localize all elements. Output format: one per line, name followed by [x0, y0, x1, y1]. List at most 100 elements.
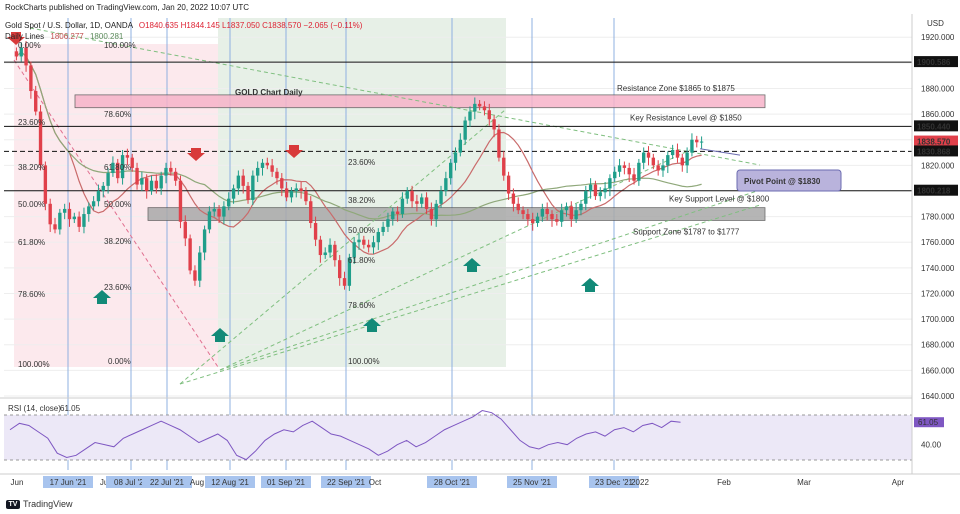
candle-body[interactable] — [410, 190, 414, 202]
candle-body[interactable] — [62, 208, 67, 213]
candle-body[interactable] — [424, 197, 429, 209]
candle-body[interactable] — [251, 175, 255, 200]
candle-body[interactable] — [309, 201, 313, 224]
candle-body[interactable] — [675, 149, 680, 158]
candle-body[interactable] — [231, 188, 236, 199]
candle-body[interactable] — [130, 157, 134, 168]
candle-body[interactable] — [603, 188, 607, 193]
candle-body[interactable] — [448, 162, 453, 179]
candle-body[interactable] — [550, 214, 554, 220]
candle-body[interactable] — [453, 152, 458, 163]
candle-body[interactable] — [386, 219, 390, 227]
candle-body[interactable] — [222, 206, 226, 217]
candle-body[interactable] — [521, 210, 525, 215]
candle-body[interactable] — [145, 178, 149, 191]
indicator-name[interactable]: Daily Lines — [5, 32, 45, 41]
candle-body[interactable] — [511, 193, 516, 204]
candle-body[interactable] — [352, 242, 356, 258]
candle-body[interactable] — [198, 252, 202, 281]
candle-body[interactable] — [82, 214, 86, 227]
candle-body[interactable] — [588, 184, 593, 191]
candle-body[interactable] — [29, 65, 33, 92]
candle-body[interactable] — [96, 190, 101, 202]
candle-body[interactable] — [695, 139, 699, 143]
candle-body[interactable] — [613, 171, 617, 179]
candle-body[interactable] — [680, 157, 684, 166]
candle-body[interactable] — [497, 129, 501, 158]
candle-body[interactable] — [111, 162, 115, 174]
candle-body[interactable] — [299, 188, 303, 191]
candle-body[interactable] — [463, 120, 467, 140]
candle-body[interactable] — [641, 152, 646, 163]
candle-body[interactable] — [627, 167, 631, 175]
candle-body[interactable] — [338, 260, 342, 279]
candle-body[interactable] — [207, 211, 212, 230]
candle-body[interactable] — [502, 157, 506, 176]
candle-body[interactable] — [328, 244, 332, 253]
candle-body[interactable] — [149, 180, 154, 191]
candle-body[interactable] — [526, 214, 530, 220]
candle-body[interactable] — [202, 229, 207, 253]
candle-body[interactable] — [188, 238, 192, 271]
candle-body[interactable] — [265, 162, 270, 166]
candle-body[interactable] — [545, 208, 549, 215]
candle-body[interactable] — [183, 221, 187, 239]
candle-body[interactable] — [656, 165, 660, 171]
candle-body[interactable] — [159, 175, 163, 189]
candle-body[interactable] — [289, 190, 294, 198]
candle-body[interactable] — [405, 190, 409, 199]
candle-body[interactable] — [381, 226, 385, 232]
candle-body[interactable] — [569, 206, 573, 220]
candle-body[interactable] — [333, 244, 337, 261]
candle-body[interactable] — [67, 208, 72, 220]
candle-body[interactable] — [487, 110, 491, 120]
candle-body[interactable] — [241, 175, 245, 186]
candle-body[interactable] — [193, 270, 197, 281]
candle-body[interactable] — [559, 210, 564, 222]
candle-body[interactable] — [101, 185, 105, 191]
candle-body[interactable] — [120, 155, 125, 179]
candle-body[interactable] — [468, 111, 472, 121]
candle-body[interactable] — [212, 208, 216, 212]
candle-body[interactable] — [227, 198, 231, 207]
candle-body[interactable] — [24, 47, 28, 66]
candle-body[interactable] — [323, 252, 327, 256]
candle-body[interactable] — [492, 119, 496, 130]
candle-body[interactable] — [429, 208, 434, 220]
candle-body[interactable] — [516, 203, 520, 211]
candle-body[interactable] — [217, 208, 221, 217]
candle-body[interactable] — [38, 111, 43, 166]
candle-body[interactable] — [270, 165, 274, 172]
candle-body[interactable] — [77, 216, 81, 227]
candle-body[interactable] — [154, 180, 159, 189]
candle-body[interactable] — [106, 173, 110, 186]
candle-body[interactable] — [178, 180, 183, 222]
candle-body[interactable] — [444, 178, 448, 191]
candle-body[interactable] — [617, 165, 622, 172]
candle-body[interactable] — [304, 190, 308, 202]
candle-body[interactable] — [260, 162, 265, 168]
candle-body[interactable] — [246, 185, 250, 200]
candle-body[interactable] — [125, 155, 130, 158]
support-zone[interactable] — [147, 207, 766, 221]
candle-body[interactable] — [661, 165, 665, 171]
candle-body[interactable] — [685, 152, 689, 166]
pivot-callout-bg[interactable] — [736, 169, 842, 192]
candle-body[interactable] — [391, 211, 395, 220]
candle-body[interactable] — [275, 171, 279, 179]
candle-body[interactable] — [531, 219, 535, 224]
candle-body[interactable] — [48, 203, 52, 225]
candle-body[interactable] — [116, 162, 120, 179]
candle-body[interactable] — [91, 201, 96, 207]
candle-body[interactable] — [670, 149, 675, 156]
candle-body[interactable] — [236, 175, 241, 189]
candle-body[interactable] — [420, 197, 424, 204]
candle-body[interactable] — [651, 157, 656, 166]
candle-body[interactable] — [366, 244, 371, 248]
candle-body[interactable] — [376, 231, 380, 243]
candle-body[interactable] — [318, 239, 323, 256]
candle-body[interactable] — [395, 211, 400, 215]
candle-body[interactable] — [72, 216, 77, 220]
candle-body[interactable] — [280, 178, 284, 189]
